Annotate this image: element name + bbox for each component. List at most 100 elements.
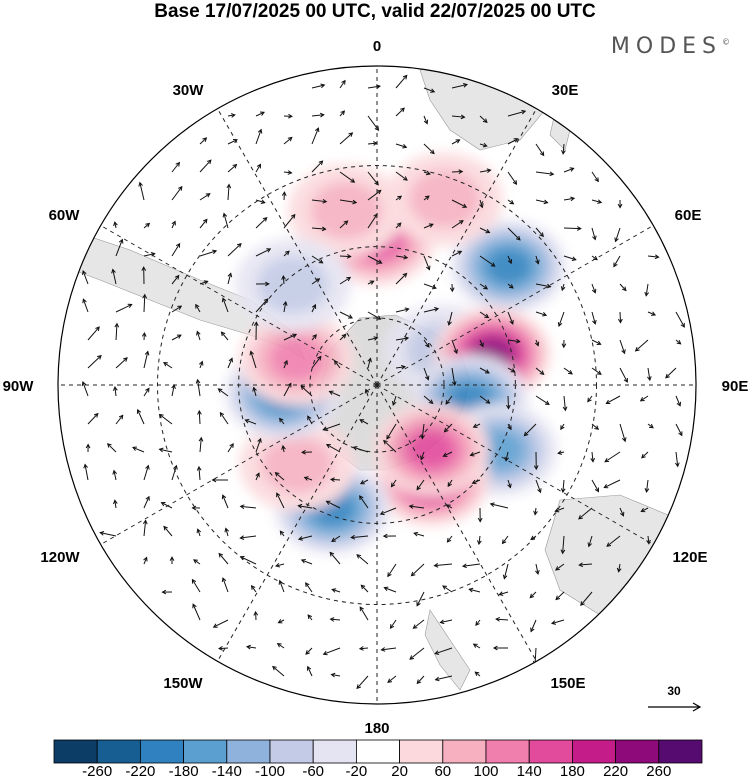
wind-vector [389,619,397,629]
brand-logo: MODES© [610,34,730,59]
wind-vector [171,334,182,341]
wind-vector [591,367,602,375]
colorbar-tick-label: -100 [254,763,286,780]
wind-vector [171,464,178,481]
wind-vector [507,255,513,265]
wind-vector [535,255,540,265]
colorbar-swatch [485,739,530,764]
wind-vector [591,283,597,294]
wind-vector [255,163,262,173]
wind-vector [468,587,481,593]
anomaly-contour [486,248,531,284]
colorbar-tick-label: 100 [473,763,499,780]
wind-vector [158,447,173,453]
wind-vector [644,283,649,297]
wind-vector [434,675,453,682]
meridian-label-150e: 150E [550,675,585,692]
wind-vector [613,255,621,268]
wind-vector [306,665,313,677]
wind-vector [112,386,118,397]
wind-vector [591,171,599,183]
wind-vector [132,446,145,453]
wind-vector [461,563,481,569]
wind-vector [339,333,347,341]
wind-vector [647,367,652,382]
wind-vector [282,300,288,313]
wind-vector [300,559,313,565]
wind-vector [364,388,370,397]
wind-vector [227,242,242,257]
wind-vector [498,591,509,596]
colorbar-swatch [139,739,184,764]
anomaly-contour [310,182,382,239]
wind-vector [451,82,468,89]
wind-vector [303,476,313,481]
wind-vector [195,378,201,397]
wind-vector [507,283,514,289]
wind-vector [85,443,91,453]
wind-vector [283,113,293,119]
meridian-line [376,219,664,386]
wind-vector [507,367,516,373]
wind-vector [423,339,430,348]
wind-vector [560,423,565,431]
wind-vector [555,563,565,571]
wind-vector [395,195,403,201]
wind-vector [477,507,483,523]
wind-vector [416,479,425,491]
wind-vector [387,563,397,578]
wind-vector [277,619,285,624]
wind-vector [106,443,117,453]
wind-vector [276,643,285,649]
wind-vector [535,367,545,375]
wind-vector [329,477,341,482]
wind-vector [390,479,397,488]
colorbar-swatch [658,739,703,764]
wind-vector [163,361,173,369]
wind-vector [227,357,233,369]
colorbar-swatch [442,739,487,764]
wind-vector [115,303,133,313]
wind-vector [641,451,649,459]
wind-vector [563,367,573,375]
wind-vector [580,591,593,607]
wind-vector [534,339,540,347]
wind-vector [451,169,464,175]
wind-vector [222,212,229,229]
wind-vector [311,127,320,145]
wind-vector [477,535,482,546]
reference-vector-arrow [648,702,702,712]
meridian-label-120e: 120E [672,549,707,566]
wind-vector [507,199,515,205]
wind-vector [605,395,621,404]
colorbar-swatch [572,739,617,764]
anomaly-contour [406,430,456,469]
wind-vector [479,339,484,348]
wind-vector [423,223,434,229]
wind-vector [305,582,313,593]
colorbar-tick-label: 60 [434,763,452,780]
wind-vector [367,255,383,264]
wind-vector [281,275,286,285]
wind-vector [409,647,425,660]
wind-vector [141,331,147,341]
colorbar-swatch [528,739,573,764]
wind-vector [451,139,461,145]
map-boundary [57,65,697,705]
wind-vector [274,471,285,481]
wind-vector [356,675,369,690]
wind-vector [114,322,120,341]
wind-vector [423,87,436,93]
wind-vector [675,423,683,437]
colorbar-tick-label: -180 [168,763,199,780]
wind-vector [647,254,660,260]
meridian-line [90,219,378,386]
wind-vector [141,266,147,285]
wind-vector [447,311,453,326]
wind-vector [550,619,565,625]
wind-vector [115,414,124,425]
wind-vector [281,444,286,453]
wind-vector [329,551,341,565]
wind-vector [614,227,621,243]
wind-vector [382,533,397,539]
